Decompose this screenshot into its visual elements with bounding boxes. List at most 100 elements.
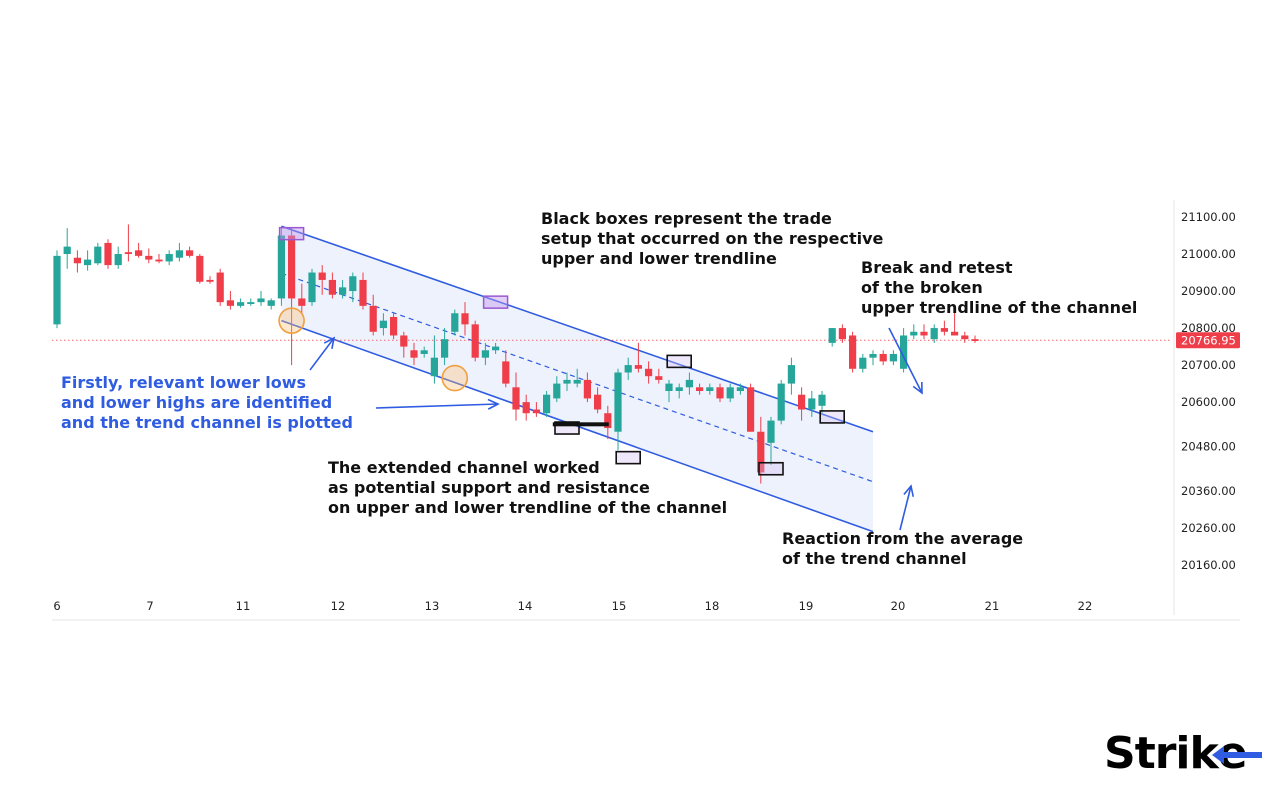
- candle-body: [655, 376, 663, 380]
- candle-body: [777, 383, 785, 421]
- candle-body: [339, 287, 347, 295]
- candle-body: [951, 331, 959, 336]
- logo-arrow-icon: [1219, 752, 1262, 758]
- highlight-circle: [441, 364, 469, 392]
- highlight-circle: [278, 307, 305, 334]
- candle-body: [257, 298, 265, 303]
- candle: [920, 324, 928, 340]
- candle: [859, 353, 867, 373]
- candle-body: [267, 300, 275, 306]
- arrow-to-circle-2-head: [487, 398, 500, 410]
- arrow-to-reaction: [899, 485, 912, 531]
- candle-body: [838, 328, 846, 340]
- candle-body: [787, 365, 795, 384]
- logo-e-with-arrow: e: [1211, 728, 1262, 779]
- candle: [634, 342, 642, 373]
- candle: [624, 357, 632, 380]
- candle: [849, 331, 857, 373]
- candle-body: [206, 279, 214, 282]
- logo-arrowhead-icon: [1211, 746, 1224, 764]
- candle-body: [532, 409, 540, 414]
- candle-body: [53, 255, 61, 325]
- candle: [247, 298, 255, 306]
- candle: [716, 383, 724, 403]
- black-box: [615, 450, 642, 465]
- candle-body: [563, 379, 571, 384]
- candle: [94, 242, 102, 266]
- channel-mid-line: [281, 272, 874, 483]
- candle: [441, 328, 449, 366]
- y-tick-label: 20900.00: [1181, 284, 1236, 298]
- candle-body: [696, 387, 704, 391]
- candle-body: [553, 383, 561, 399]
- candle-body: [726, 387, 734, 399]
- current-price-tag: [1176, 332, 1240, 349]
- candle-body: [665, 383, 673, 391]
- arrow-to-circle-1-head: [323, 336, 336, 349]
- candle-body: [155, 259, 163, 262]
- y-tick-label: 20360.00: [1181, 484, 1236, 498]
- candle: [400, 331, 408, 358]
- annotation-arrows: [309, 327, 923, 531]
- candle-body: [940, 328, 948, 332]
- candle: [339, 279, 347, 299]
- candle: [481, 342, 489, 366]
- arrow-to-circle-1: [309, 337, 335, 371]
- candle: [369, 294, 377, 336]
- candle: [379, 313, 387, 336]
- candle-body: [645, 368, 653, 377]
- candle: [430, 335, 438, 384]
- candle-body: [63, 246, 71, 255]
- y-tick-label: 20160.00: [1181, 558, 1236, 572]
- candle: [971, 335, 979, 343]
- candle-body: [461, 313, 469, 325]
- candle: [900, 328, 908, 373]
- candle: [828, 328, 836, 347]
- candle: [471, 320, 479, 362]
- logo-text: Stri: [1104, 728, 1191, 779]
- candle-body: [594, 394, 602, 410]
- candle-body: [359, 279, 367, 306]
- candle-body: [308, 272, 316, 303]
- candle-body: [430, 357, 438, 377]
- x-tick-label: 15: [612, 599, 627, 613]
- candle-body: [481, 350, 489, 358]
- candle-body: [614, 372, 622, 432]
- candle-body: [175, 250, 183, 258]
- candle-body: [869, 353, 877, 358]
- markers: [278, 226, 846, 476]
- candle: [910, 324, 918, 340]
- candle: [226, 291, 234, 310]
- candle-body: [900, 335, 908, 369]
- candle: [573, 368, 581, 388]
- candle: [420, 346, 428, 358]
- candle-body: [604, 413, 612, 429]
- candle-body: [573, 379, 581, 384]
- candle-body: [226, 300, 234, 306]
- candle-body: [328, 279, 336, 295]
- candle-body: [349, 276, 357, 292]
- candle: [186, 246, 194, 258]
- candle-body: [451, 313, 459, 332]
- candle-body: [543, 394, 551, 414]
- candle-body: [675, 387, 683, 391]
- candle-body: [502, 361, 510, 384]
- annotation-firstly: Firstly, relevant lower lows and lower h…: [61, 373, 353, 432]
- x-tick-label: 7: [146, 599, 153, 613]
- candle: [196, 254, 204, 284]
- support-bar: [552, 422, 609, 427]
- candle: [767, 416, 775, 466]
- x-tick-label: 13: [425, 599, 440, 613]
- candle-body: [716, 387, 724, 399]
- candle: [73, 250, 81, 273]
- candle-body: [114, 254, 122, 266]
- candle-body: [798, 394, 806, 410]
- candle: [206, 276, 214, 284]
- candle: [818, 391, 826, 414]
- candle: [104, 239, 112, 269]
- candle-body: [930, 328, 938, 340]
- candle-body: [237, 302, 245, 306]
- candle: [543, 391, 551, 417]
- black-box: [819, 410, 846, 424]
- candle: [349, 272, 357, 303]
